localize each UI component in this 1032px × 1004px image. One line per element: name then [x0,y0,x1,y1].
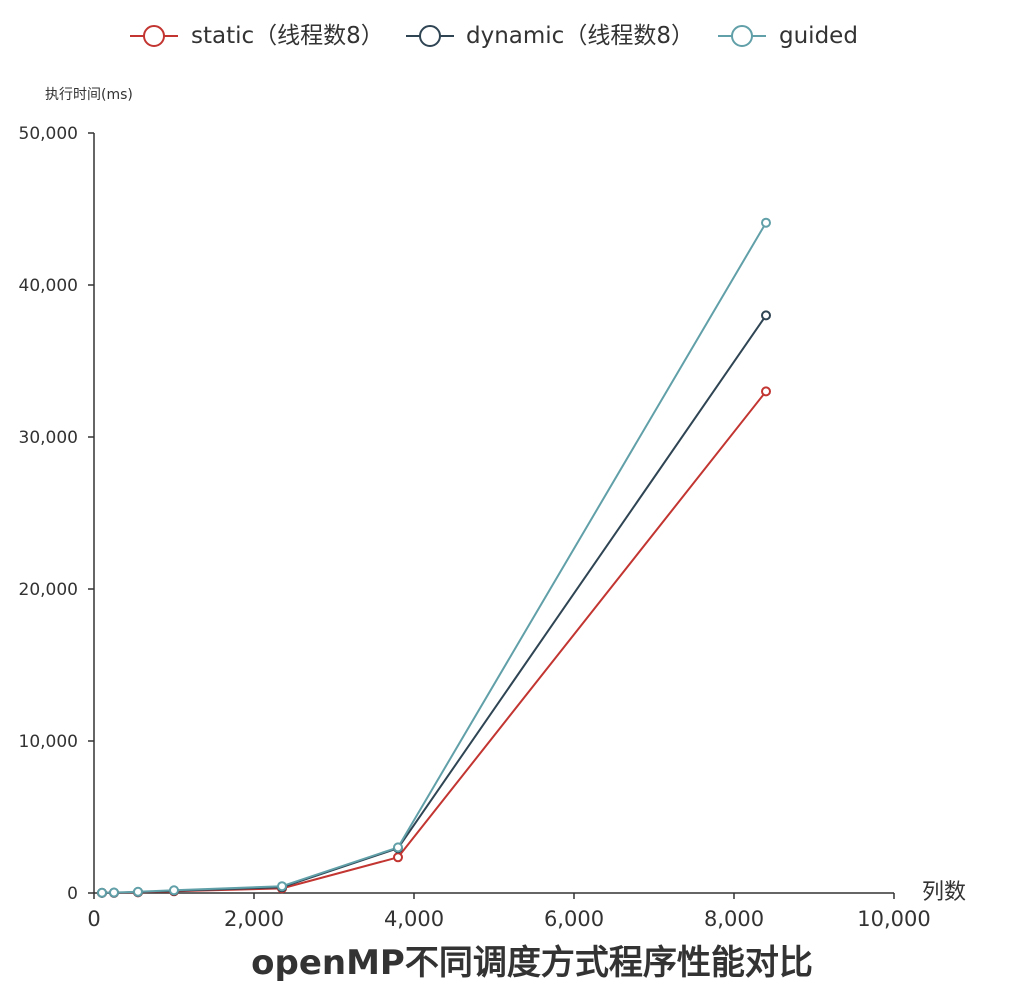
x-tick-label: 6,000 [544,907,604,931]
data-point-guided[interactable] [277,881,287,892]
series-line-dynamic [101,314,767,894]
data-point-static[interactable] [393,852,403,863]
legend-item-guided[interactable]: guided [718,23,858,49]
x-tick-label: 0 [87,907,100,931]
data-point-dynamic[interactable] [761,310,771,321]
legend-dynamic-label: dynamic（线程数8） [466,23,694,49]
x-tick-label: 10,000 [857,907,930,931]
legend[interactable]: static（线程数8） dynamic（线程数8） guided [130,23,858,49]
data-point-guided[interactable] [133,886,143,897]
y-tick-label: 20,000 [19,580,78,600]
series-line-guided [101,222,767,894]
legend-guided-marker [731,25,753,47]
x-tick-label: 4,000 [384,907,444,931]
data-point-guided[interactable] [97,887,107,898]
legend-item-static[interactable]: static（线程数8） [130,23,384,49]
legend-guided-label: guided [779,23,858,49]
legend-static-marker [143,25,165,47]
x-axis-ticks: 0 2,000 4,000 6,000 8,000 10,000 [87,893,931,931]
y-axis-label: 执行时间(ms) [45,87,133,103]
x-axis-label: 列数 [922,880,966,905]
y-tick-label: 30,000 [19,428,78,448]
y-tick-label: 0 [67,884,78,904]
x-tick-label: 8,000 [704,907,764,931]
series-lines [101,222,767,894]
y-axis-ticks: 0 10,000 20,000 30,000 40,000 50,000 [19,124,94,904]
data-point-guided[interactable] [109,887,119,898]
data-point-guided[interactable] [169,885,179,896]
legend-item-dynamic[interactable]: dynamic（线程数8） [406,23,694,49]
chart-title: openMP不同调度方式程序性能对比 [251,943,813,983]
legend-static-label: static（线程数8） [191,23,384,49]
y-tick-label: 10,000 [19,732,78,752]
x-tick-label: 2,000 [224,907,284,931]
series-line-static [101,390,767,894]
y-tick-label: 50,000 [19,124,78,144]
data-point-static[interactable] [761,386,771,397]
data-point-guided[interactable] [393,842,403,853]
series-points [97,217,771,898]
data-point-guided[interactable] [761,217,771,228]
legend-dynamic-marker [419,25,441,47]
y-tick-label: 40,000 [19,276,78,296]
